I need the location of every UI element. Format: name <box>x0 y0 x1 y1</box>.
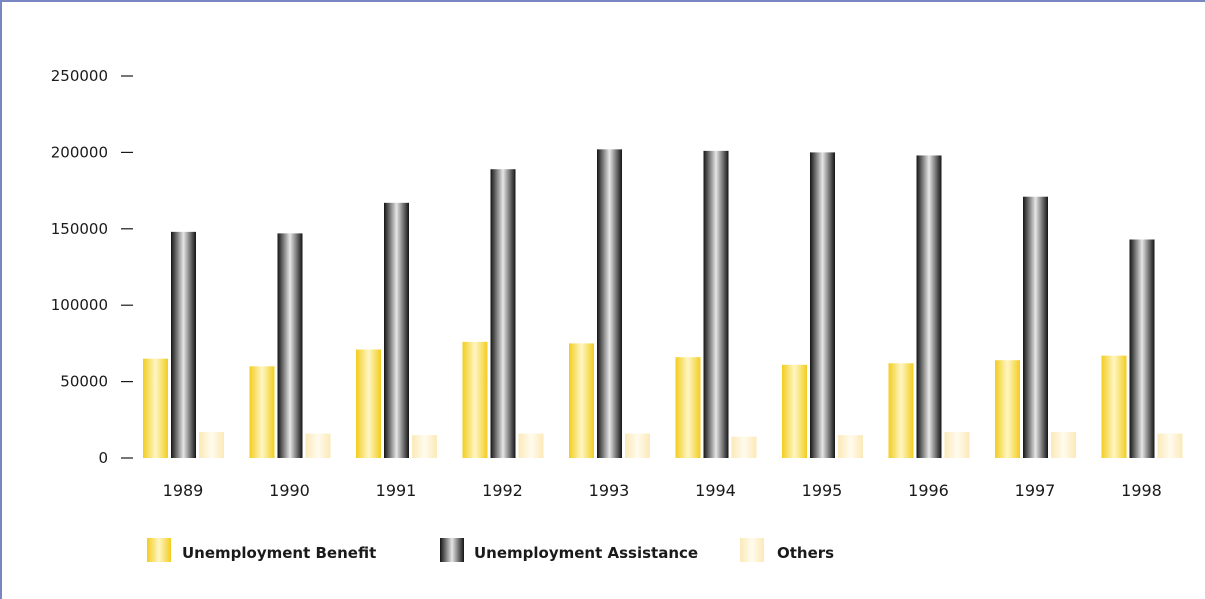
bar-benefit-1989 <box>143 358 168 458</box>
bar-benefit-1997 <box>995 360 1020 458</box>
bar-benefit-1993 <box>569 343 594 458</box>
legend-label-others: Others <box>777 544 834 562</box>
x-tick-label: 1997 <box>1015 481 1056 500</box>
bar-others-1990 <box>305 433 331 458</box>
bar-others-1989 <box>199 432 224 458</box>
bar-benefit-1992 <box>462 341 488 458</box>
legend-label-benefit: Unemployment Benefit <box>182 544 376 562</box>
bar-assistance-1989 <box>171 231 196 458</box>
x-tick-label: 1995 <box>802 481 843 500</box>
legend-label-assistance: Unemployment Assistance <box>474 544 698 562</box>
bar-others-1992 <box>518 433 544 458</box>
bar-benefit-1991 <box>356 349 381 458</box>
bar-assistance-1990 <box>277 233 303 458</box>
legend-swatch-assistance <box>440 538 464 562</box>
bar-benefit-1998 <box>1101 355 1127 458</box>
bar-benefit-1994 <box>675 357 701 458</box>
bar-benefit-1995 <box>782 364 807 458</box>
y-tick-label: 50000 <box>60 373 108 391</box>
legend: Unemployment Benefit Unemployment Assista… <box>147 538 834 562</box>
x-tick-label: 1998 <box>1121 481 1162 500</box>
y-tick-label: 200000 <box>51 143 108 161</box>
bar-others-1996 <box>944 432 970 458</box>
y-tick-label: 250000 <box>51 67 108 85</box>
x-tick-label: 1996 <box>908 481 949 500</box>
x-tick-label: 1991 <box>376 481 417 500</box>
bar-assistance-1996 <box>916 155 942 458</box>
x-tick-label: 1989 <box>163 481 204 500</box>
bar-assistance-1993 <box>597 149 622 458</box>
bar-area <box>143 149 1183 458</box>
y-tick-label: 0 <box>98 449 108 467</box>
y-axis: 250000 200000 150000 100000 50000 0 <box>51 67 133 467</box>
bar-benefit-1990 <box>249 366 275 458</box>
x-tick-label: 1992 <box>482 481 523 500</box>
y-tick-label: 150000 <box>51 220 108 238</box>
bar-others-1998 <box>1157 433 1183 458</box>
bar-others-1994 <box>731 436 757 458</box>
bar-assistance-1994 <box>703 150 729 458</box>
bar-others-1991 <box>412 435 437 458</box>
bar-others-1995 <box>838 435 863 458</box>
bar-assistance-1998 <box>1129 239 1155 458</box>
y-tick-label: 100000 <box>51 296 108 314</box>
legend-swatch-benefit <box>147 538 171 562</box>
legend-swatch-others <box>740 538 764 562</box>
x-tick-label: 1993 <box>589 481 630 500</box>
bar-benefit-1996 <box>888 363 914 458</box>
bar-assistance-1997 <box>1023 196 1048 458</box>
bar-others-1997 <box>1051 432 1076 458</box>
x-tick-label: 1994 <box>695 481 736 500</box>
x-tick-label: 1990 <box>269 481 310 500</box>
bar-assistance-1995 <box>810 152 835 458</box>
bar-assistance-1991 <box>384 202 409 458</box>
bar-assistance-1992 <box>490 169 516 458</box>
x-axis: 1989 1990 1991 1992 1993 1994 1995 1996 1997 1998 <box>163 481 1162 500</box>
bar-others-1993 <box>625 433 650 458</box>
